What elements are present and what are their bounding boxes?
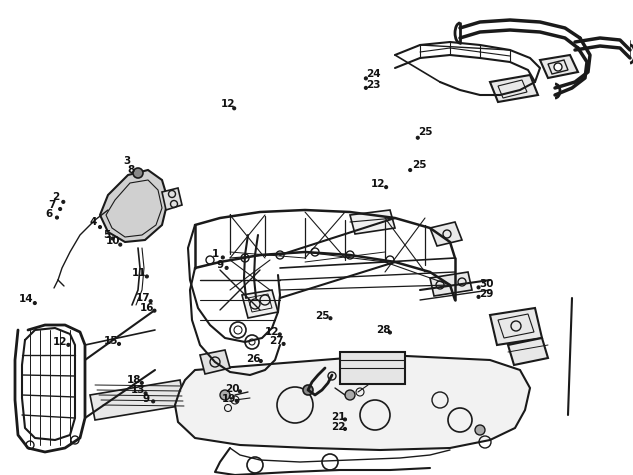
Circle shape: [477, 286, 480, 289]
Circle shape: [385, 186, 387, 189]
Text: 12: 12: [221, 98, 235, 109]
Circle shape: [554, 63, 562, 71]
Text: 9: 9: [142, 394, 149, 404]
Polygon shape: [540, 55, 578, 78]
Text: 7: 7: [48, 200, 56, 210]
Circle shape: [149, 300, 152, 303]
Polygon shape: [350, 210, 395, 234]
Text: 11: 11: [132, 268, 146, 278]
Circle shape: [389, 331, 391, 334]
Text: 10: 10: [106, 236, 120, 247]
Text: 12: 12: [265, 326, 279, 337]
Circle shape: [152, 400, 154, 403]
Text: 23: 23: [367, 79, 380, 90]
Circle shape: [365, 86, 367, 89]
Circle shape: [417, 136, 419, 139]
Circle shape: [34, 302, 36, 304]
Circle shape: [153, 309, 156, 312]
Text: 9: 9: [216, 260, 223, 270]
Polygon shape: [200, 350, 230, 374]
Text: 13: 13: [131, 385, 145, 396]
Circle shape: [279, 333, 281, 336]
Text: 28: 28: [376, 325, 390, 335]
Circle shape: [344, 428, 346, 430]
Circle shape: [239, 390, 241, 393]
Circle shape: [220, 390, 230, 400]
Circle shape: [62, 200, 65, 203]
Polygon shape: [430, 272, 472, 296]
Text: 14: 14: [19, 294, 34, 304]
Circle shape: [225, 266, 228, 269]
Text: 4: 4: [90, 217, 97, 228]
Text: 18: 18: [127, 375, 141, 385]
Circle shape: [329, 317, 332, 320]
Polygon shape: [175, 355, 530, 450]
Text: 22: 22: [332, 421, 346, 432]
Circle shape: [345, 390, 355, 400]
Text: 8: 8: [127, 165, 135, 175]
Text: 6: 6: [46, 209, 53, 219]
Text: 25: 25: [418, 127, 432, 137]
Polygon shape: [242, 290, 278, 318]
Circle shape: [260, 360, 262, 362]
Text: 26: 26: [246, 353, 260, 364]
Text: 3: 3: [123, 156, 130, 167]
Text: 12: 12: [53, 337, 67, 347]
Circle shape: [222, 256, 224, 259]
Text: 24: 24: [366, 68, 381, 79]
Text: 2: 2: [52, 192, 60, 202]
Circle shape: [118, 342, 120, 345]
Circle shape: [59, 208, 61, 210]
Circle shape: [233, 107, 235, 110]
Text: 29: 29: [479, 288, 493, 299]
Text: 30: 30: [479, 279, 493, 289]
Text: 5: 5: [103, 229, 110, 240]
Polygon shape: [430, 222, 462, 246]
Polygon shape: [162, 188, 182, 210]
Text: 25: 25: [412, 160, 426, 171]
Text: 16: 16: [140, 303, 154, 313]
Polygon shape: [508, 338, 548, 365]
Circle shape: [119, 243, 122, 246]
Circle shape: [475, 425, 485, 435]
Polygon shape: [100, 170, 168, 242]
Text: 15: 15: [104, 336, 118, 346]
Circle shape: [67, 343, 70, 346]
Polygon shape: [490, 308, 542, 345]
Circle shape: [133, 168, 143, 178]
Text: 12: 12: [372, 179, 385, 190]
Circle shape: [409, 169, 411, 171]
Circle shape: [111, 237, 114, 240]
Circle shape: [141, 381, 143, 384]
Polygon shape: [90, 380, 185, 420]
Circle shape: [282, 342, 285, 345]
Circle shape: [146, 275, 148, 278]
Text: 1: 1: [211, 249, 219, 259]
Text: 27: 27: [268, 336, 284, 346]
Circle shape: [303, 385, 313, 395]
Text: 19: 19: [222, 394, 236, 404]
Polygon shape: [490, 75, 538, 102]
Circle shape: [477, 295, 480, 298]
Bar: [340, 352, 405, 384]
Circle shape: [56, 216, 58, 219]
Circle shape: [365, 77, 367, 80]
Circle shape: [144, 392, 147, 395]
Text: 25: 25: [316, 311, 330, 321]
Text: 21: 21: [332, 412, 346, 422]
Text: 17: 17: [135, 293, 151, 304]
Circle shape: [235, 399, 238, 402]
Circle shape: [99, 226, 101, 228]
Text: 20: 20: [225, 383, 239, 394]
Circle shape: [344, 418, 346, 421]
